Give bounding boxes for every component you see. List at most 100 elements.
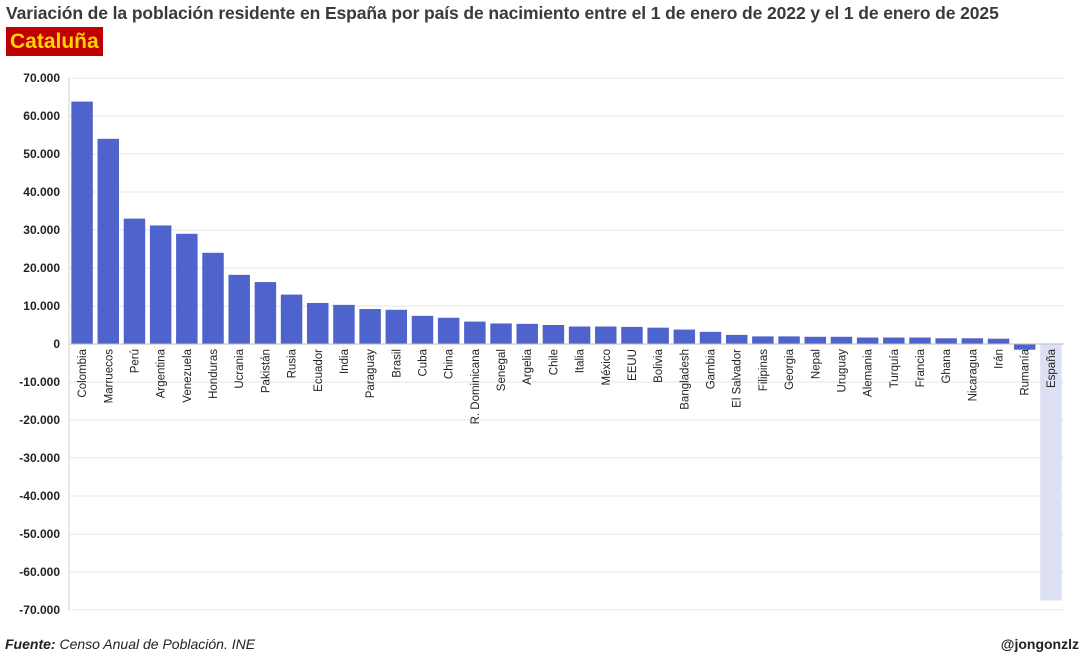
y-tick-label: -60.000 [19,565,60,579]
category-label: Argentina [156,348,168,398]
category-label: Bangladesh [679,349,691,410]
y-tick-label: 30.000 [23,223,60,237]
y-tick-label: 20.000 [23,261,60,275]
bar-italia [568,326,591,344]
category-label: Georgia [784,348,796,390]
bar-turquía [883,337,905,344]
category-label: Ucrania [234,348,246,388]
category-label: Irán [994,349,1006,369]
bar-chile [542,325,565,344]
bar-rumanía [1013,344,1036,350]
axes [68,78,1064,610]
category-label: Rumanía [1020,348,1032,395]
y-tick-label: 70.000 [23,71,60,85]
bar-filipinas [752,336,774,344]
category-label: México [601,349,613,385]
y-tick-label: -40.000 [19,489,60,503]
bar-china [437,317,460,344]
bar-colombia [71,101,93,344]
bar-gambia [699,331,722,344]
category-label: Marruecos [103,349,115,404]
author-handle: @jongonzlz [1000,636,1079,652]
bar-el-salvador [725,334,748,344]
bar-bangladesh [673,329,696,344]
y-tick-label: 10.000 [23,299,60,313]
bar-marruecos [97,138,120,344]
bars [71,101,1062,601]
y-tick-label: -20.000 [19,413,60,427]
region-badge: Cataluña [6,27,103,56]
category-label: Nicaragua [967,348,979,401]
category-label: Francia [915,348,927,387]
bar-francia [909,337,931,344]
category-label: Pakistán [260,349,272,393]
category-label: Ghana [941,348,953,383]
category-label: Perú [129,349,141,373]
category-label: Cuba [417,348,429,376]
bar-ucrania [228,274,250,344]
category-label: Rusia [287,348,299,378]
bar-irán [987,338,1010,344]
bar-ghana [935,338,957,344]
category-label: Bolivia [653,348,665,382]
category-label: Honduras [208,349,220,399]
bar-brasil [385,309,408,344]
y-tick-label: 40.000 [23,185,60,199]
category-label: Venezuela [182,348,194,402]
bar-cuba [411,315,434,344]
y-tick-label: -50.000 [19,527,60,541]
bar-ecuador [307,302,329,344]
bar-honduras [202,252,224,344]
bar-paraguay [359,309,381,344]
category-label: Chile [548,349,560,375]
bar-pakistán [254,282,277,344]
bar-rusia [280,294,303,344]
bar-india [333,304,355,344]
bar-venezuela [176,233,198,344]
chart-title: Variación de la población residente en E… [6,3,999,23]
y-tick-label: -30.000 [19,451,60,465]
bar-eeuu [621,326,643,344]
bar-uruguay [830,336,853,344]
bar-senegal [490,323,512,344]
category-label: Alemania [863,348,875,397]
source-label: Fuente: [5,636,56,652]
bar-alemania [856,337,879,344]
bar-españa [1040,344,1062,601]
category-label: Argelia [522,348,534,384]
category-label: Nepal [810,349,822,379]
bar-argentina [149,225,172,344]
category-label: Filipinas [758,349,770,391]
category-label: Gambia [706,348,718,389]
category-label: España [1046,348,1058,388]
y-tick-labels: 70.000 60.000 50.000 40.000 30.000 20.000 10.0… [19,71,60,617]
y-tick-label: -70.000 [19,603,60,617]
y-tick-label: 60.000 [23,109,60,123]
y-tick-label: -10.000 [19,375,60,389]
category-label: Italia [575,348,587,373]
category-label: Uruguay [836,349,848,393]
category-label: R. Dominicana [470,348,482,424]
source-text: Censo Anual de Población. INE [59,636,256,652]
bar-perú [123,218,146,344]
category-label: El Salvador [732,349,744,408]
category-label: Ecuador [313,349,325,392]
category-label: India [339,348,351,374]
bar-méxico [595,326,617,344]
category-label: China [444,348,456,379]
category-labels: Colombia Marruecos Perú Argentina Venezuela H… [77,348,1058,424]
category-label: Brasil [391,349,403,378]
bar-bolivia [647,327,669,344]
category-label: Senegal [496,349,508,391]
bar-r-dominicana [464,321,486,344]
y-tick-label: 50.000 [23,147,60,161]
source-note: Fuente: Censo Anual de Población. INE [5,636,255,652]
category-label: EEUU [627,349,639,381]
bar-nicaragua [961,338,984,344]
category-label: Paraguay [365,349,377,398]
bar-argelia [516,323,538,344]
y-tick-label: 0 [53,337,60,351]
category-label: Turquía [889,348,901,388]
category-label: Colombia [77,348,89,397]
